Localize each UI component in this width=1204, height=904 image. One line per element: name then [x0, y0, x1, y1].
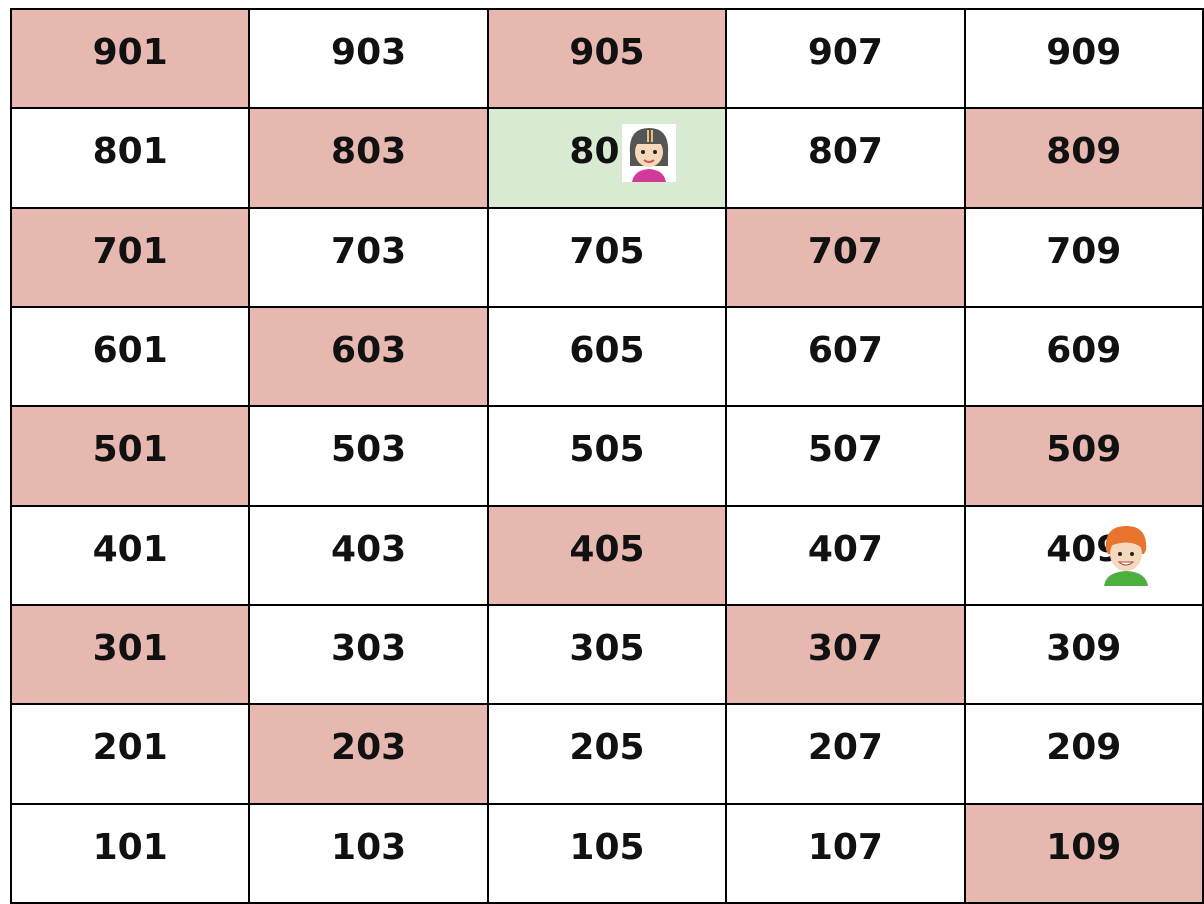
room-number: 107 — [807, 826, 883, 868]
room-number: 103 — [331, 826, 407, 868]
room-number: 203 — [331, 727, 407, 769]
room-cell: 405 — [488, 506, 728, 606]
room-number: 303 — [331, 628, 407, 670]
room-number: 709 — [1046, 230, 1122, 272]
room-number: 205 — [569, 727, 645, 769]
room-number: 201 — [92, 727, 168, 769]
room-number: 509 — [1046, 429, 1122, 471]
room-number: 505 — [569, 429, 645, 471]
room-cell: 701 — [12, 208, 251, 308]
room-cell: 105 — [488, 804, 728, 904]
room-cell: 103 — [250, 804, 489, 904]
room-cell: 305 — [488, 606, 728, 706]
room-number: 707 — [807, 230, 883, 272]
room-cell: 503 — [250, 407, 489, 507]
room-number: 403 — [331, 528, 407, 570]
room-cell: 903 — [250, 10, 489, 110]
room-cell: 407 — [727, 506, 966, 606]
room-number: 601 — [92, 330, 168, 372]
room-number: 903 — [331, 32, 407, 74]
room-number: 609 — [1046, 330, 1122, 372]
room-cell: 201 — [12, 705, 251, 805]
room-number: 701 — [92, 230, 168, 272]
room-cell: 209 — [965, 705, 1204, 805]
room-number: 209 — [1046, 727, 1122, 769]
room-cell: 609 — [965, 308, 1204, 408]
room-cell: 107 — [727, 804, 966, 904]
room-cell: 309 — [965, 606, 1204, 706]
room-cell: 101 — [12, 804, 251, 904]
room-number: 109 — [1046, 826, 1122, 868]
room-number: 905 — [569, 32, 645, 74]
room-number: 809 — [1046, 131, 1122, 173]
room-cell: 401 — [12, 506, 251, 606]
room-cell: 907 — [727, 10, 966, 110]
room-number: 605 — [569, 330, 645, 372]
room-cell: 303 — [250, 606, 489, 706]
room-number: 501 — [92, 429, 168, 471]
room-number: 607 — [807, 330, 883, 372]
room-number: 603 — [331, 330, 407, 372]
room-number: 407 — [807, 528, 883, 570]
room-number: 507 — [807, 429, 883, 471]
room-number: 405 — [569, 528, 645, 570]
room-number: 101 — [92, 826, 168, 868]
room-cell: 703 — [250, 208, 489, 308]
room-number: 801 — [92, 131, 168, 173]
room-cell: 505 — [488, 407, 728, 507]
room-cell: 707 — [727, 208, 966, 308]
room-number: 207 — [807, 727, 883, 769]
room-cell: 605 — [488, 308, 728, 408]
room-cell: 109 — [965, 804, 1204, 904]
room-number: 307 — [807, 628, 883, 670]
room-cell: 709 — [965, 208, 1204, 308]
room-cell: 801 — [12, 109, 251, 209]
room-cell: 403 — [250, 506, 489, 606]
room-number: 909 — [1046, 32, 1122, 74]
room-cell: 607 — [727, 308, 966, 408]
room-number: 807 — [807, 131, 883, 173]
room-grid: 901 903 905 907 909 801 803 805 807 809 701 703 705 7… — [10, 8, 1204, 904]
room-cell: 601 — [12, 308, 251, 408]
room-cell: 901 — [12, 10, 251, 110]
room-cell: 603 — [250, 308, 489, 408]
room-number: 803 — [331, 131, 407, 173]
room-number: 105 — [569, 826, 645, 868]
room-cell: 909 — [965, 10, 1204, 110]
room-cell: 509 — [965, 407, 1204, 507]
room-number: 305 — [569, 628, 645, 670]
room-number: 503 — [331, 429, 407, 471]
boy-avatar — [1104, 526, 1148, 586]
room-cell: 507 — [727, 407, 966, 507]
room-number: 309 — [1046, 628, 1122, 670]
room-cell: 803 — [250, 109, 489, 209]
room-cell: 805 — [488, 109, 728, 209]
room-cell: 207 — [727, 705, 966, 805]
room-number: 301 — [92, 628, 168, 670]
room-cell: 705 — [488, 208, 728, 308]
room-number: 901 — [92, 32, 168, 74]
room-cell: 203 — [250, 705, 489, 805]
room-number: 401 — [92, 528, 168, 570]
room-cell: 807 — [727, 109, 966, 209]
girl-avatar — [622, 124, 676, 182]
room-number: 705 — [569, 230, 645, 272]
room-number: 703 — [331, 230, 407, 272]
room-cell: 409 — [965, 506, 1204, 606]
room-cell: 905 — [488, 10, 728, 110]
room-cell: 307 — [727, 606, 966, 706]
room-cell: 501 — [12, 407, 251, 507]
room-cell: 301 — [12, 606, 251, 706]
room-cell: 809 — [965, 109, 1204, 209]
room-cell: 205 — [488, 705, 728, 805]
room-number: 907 — [807, 32, 883, 74]
